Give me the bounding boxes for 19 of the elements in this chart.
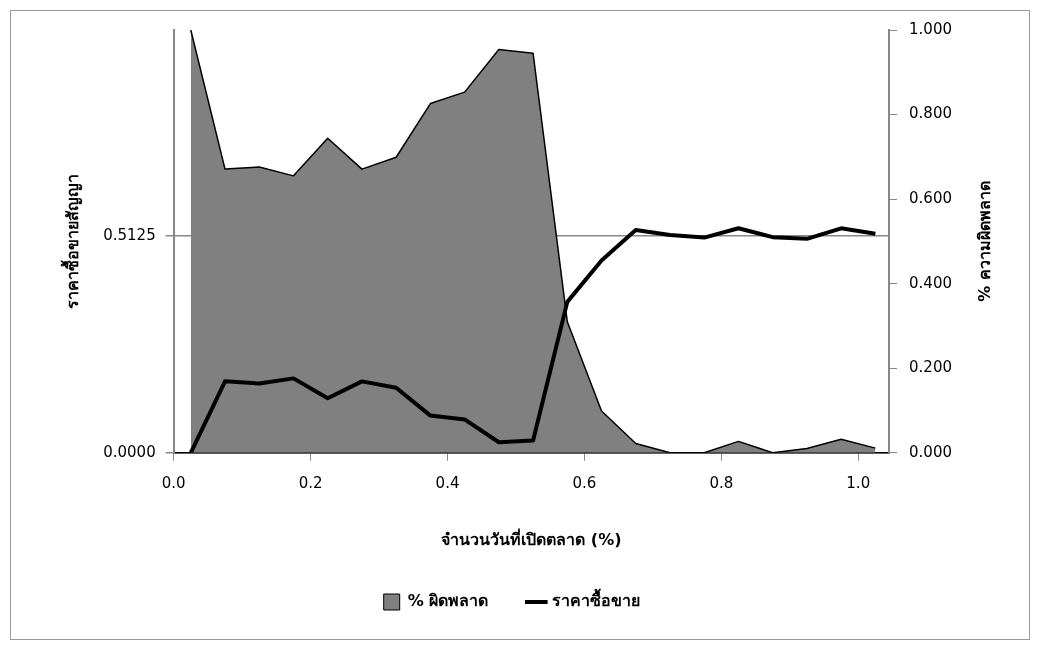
legend-label: ราคาซื้อขาย	[552, 588, 641, 611]
x-tick-label: 0.0	[161, 473, 186, 492]
x-axis-title: จำนวนวันที่เปิดตลาด (%)	[441, 527, 622, 549]
y2-tick-label: 0.200	[909, 358, 953, 377]
x-tick-label: 0.2	[298, 473, 323, 492]
y2-axis-title: % ความผิดพลาด	[975, 181, 995, 302]
y-tick-label: 0.0000	[103, 442, 156, 461]
y2-tick-label: 0.600	[909, 189, 953, 208]
y2-tick-label: 0.400	[909, 273, 953, 292]
legend-label: % ผิดพลาด	[407, 591, 489, 611]
x-tick-label: 0.6	[572, 473, 597, 492]
y-tick-label: 0.5125	[103, 226, 156, 245]
x-tick-label: 0.8	[709, 473, 734, 492]
y2-tick-label: 1.000	[909, 19, 953, 38]
y2-tick-label: 0.000	[909, 442, 953, 461]
y-axis-title: ราคาซื้อขายสัญญา	[59, 173, 83, 309]
x-tick-label: 1.0	[846, 473, 871, 492]
y2-tick-label: 0.800	[909, 104, 953, 123]
x-tick-label: 0.4	[435, 473, 460, 492]
